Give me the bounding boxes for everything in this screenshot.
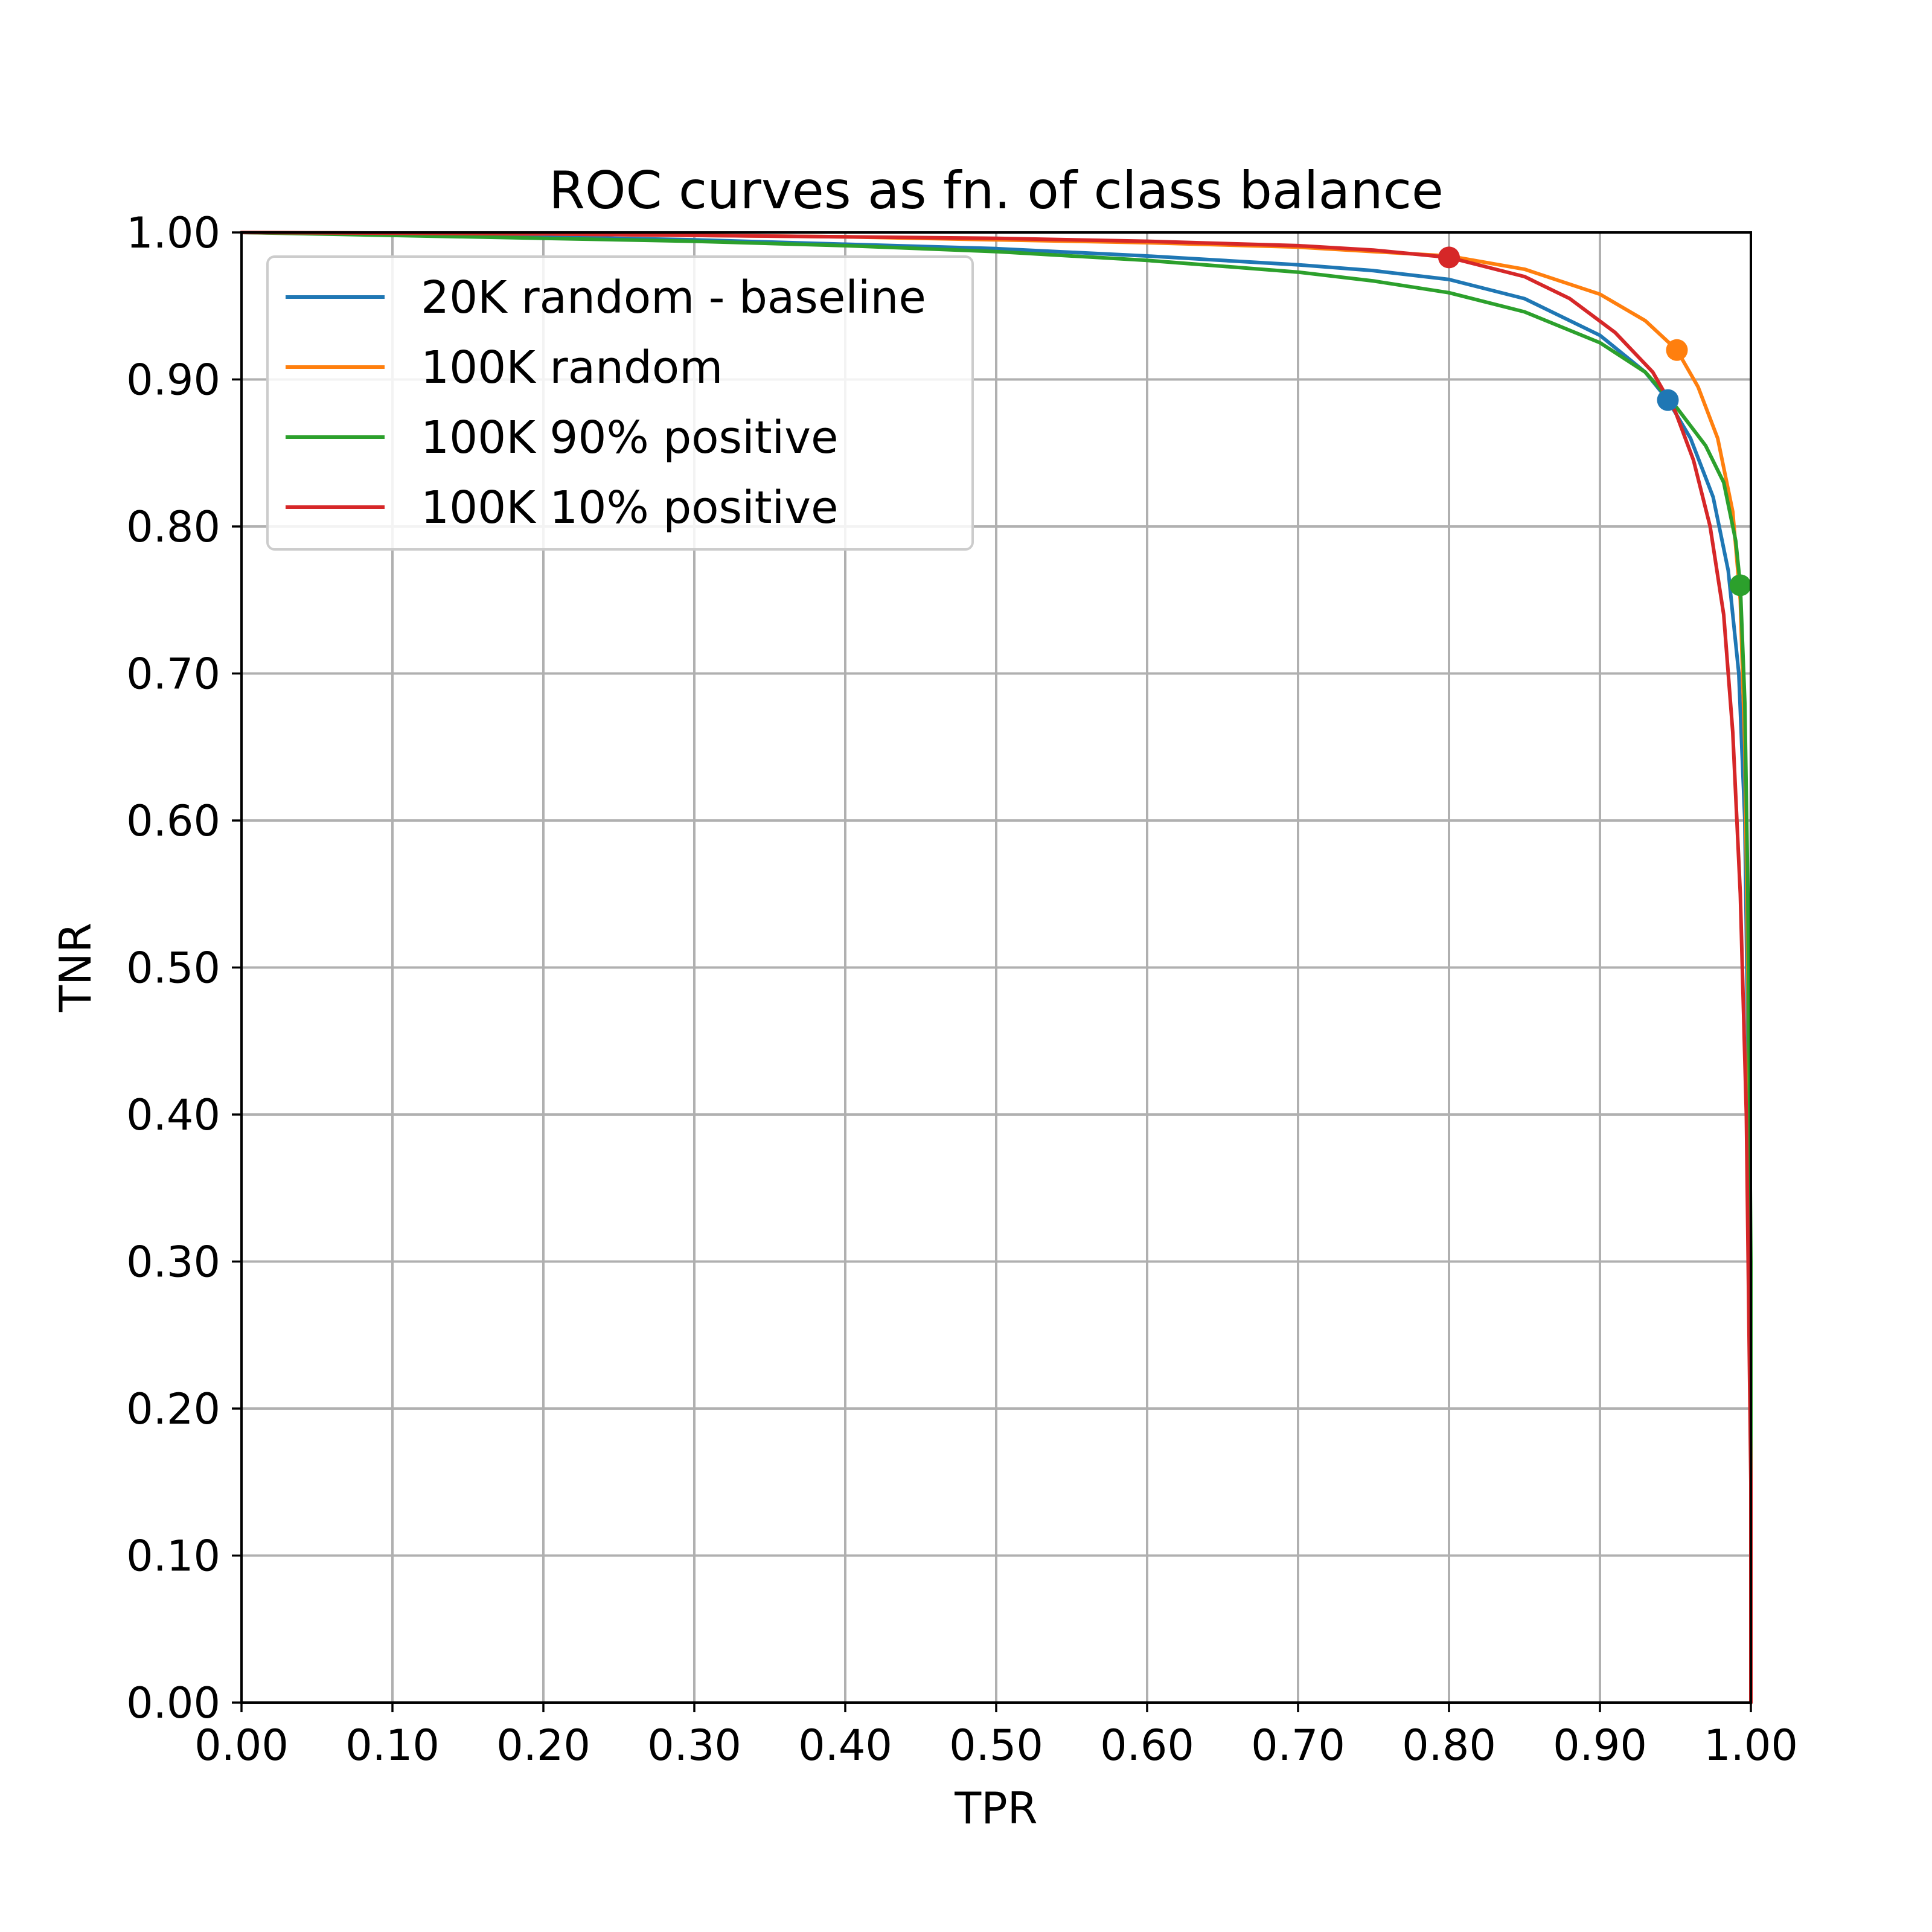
y-tick-label: 0.60 [126, 796, 220, 846]
series-marker-2 [1729, 574, 1751, 597]
series-marker-1 [1666, 339, 1688, 361]
x-tick-label: 0.80 [1402, 1721, 1496, 1770]
x-tick-label: 0.10 [345, 1721, 440, 1770]
x-tick-label: 0.40 [798, 1721, 892, 1770]
x-tick-label: 0.30 [647, 1721, 741, 1770]
y-tick-label: 0.80 [126, 502, 220, 552]
y-tick-label: 0.20 [126, 1384, 220, 1434]
series-marker-0 [1657, 389, 1679, 411]
y-tick-label: 0.90 [126, 356, 220, 405]
y-tick-label: 0.50 [126, 944, 220, 993]
x-tick-label: 0.60 [1100, 1721, 1194, 1770]
series-line-3 [240, 231, 1753, 1704]
y-tick-label: 1.00 [126, 208, 220, 258]
chart-title: ROC curves as fn. of class balance [549, 161, 1444, 221]
marker-group [1438, 246, 1751, 597]
ticks: 0.00 0.10 0.20 0.30 0.40 0.50 0.60 0.70 0.80 0.90… [126, 208, 1798, 1770]
y-tick-label: 0.40 [126, 1090, 220, 1140]
x-tick-label: 0.70 [1251, 1721, 1345, 1770]
x-tick-label: 0.90 [1553, 1721, 1647, 1770]
x-axis-label: TPR [954, 1783, 1037, 1834]
x-tick-label: 0.50 [949, 1721, 1043, 1770]
legend-label-1: 100K random [421, 342, 723, 394]
x-tick-label: 0.00 [194, 1721, 289, 1770]
y-tick-label: 0.10 [126, 1532, 220, 1581]
y-tick-label: 0.00 [126, 1678, 220, 1728]
legend-label-2: 100K 90% positive [421, 412, 839, 464]
legend: 20K random - baseline 100K random 100K 90%… [266, 255, 974, 551]
y-axis-label: TNR [50, 923, 101, 1012]
series-line-2 [240, 231, 1753, 1704]
legend-label-0: 20K random - baseline [421, 272, 926, 324]
x-tick-label: 1.00 [1704, 1721, 1798, 1770]
legend-box [266, 255, 974, 551]
series-marker-3 [1438, 246, 1460, 269]
legend-label-3: 100K 10% positive [421, 482, 839, 534]
series-group [240, 231, 1753, 1704]
x-tick-label: 0.20 [496, 1721, 590, 1770]
y-tick-label: 0.30 [126, 1238, 220, 1287]
y-tick-label: 0.70 [126, 650, 220, 699]
